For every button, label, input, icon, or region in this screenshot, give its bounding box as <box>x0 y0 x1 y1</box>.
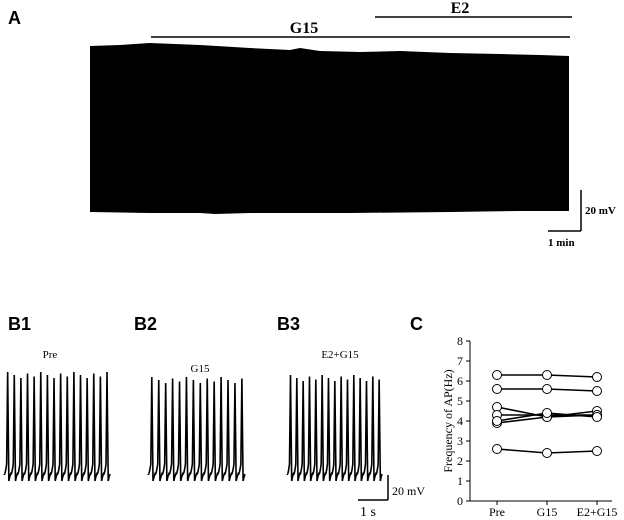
y-tick-label: 3 <box>457 434 463 448</box>
panel-label-b1: B1 <box>8 314 31 334</box>
b3-spike-trace <box>286 374 383 482</box>
y-tick-label: 2 <box>457 454 463 468</box>
long-recording-trace <box>90 43 569 214</box>
panel-label-b3: B3 <box>277 314 300 334</box>
e2-bar-label: E2 <box>451 0 470 17</box>
frequency-chart: 0 1 2 3 4 5 6 7 8 Pre G15 E2+G15 Frequency of AP(Hz) <box>441 334 617 519</box>
panel-label-c: C <box>410 314 423 334</box>
b1-spike-trace <box>3 371 111 482</box>
b1-condition-label: Pre <box>43 349 58 361</box>
b2-condition-label: G15 <box>191 363 210 375</box>
data-point <box>542 448 552 458</box>
data-point <box>592 412 602 422</box>
x-tick-label: Pre <box>489 505 505 519</box>
x-tick-label: E2+G15 <box>577 505 618 519</box>
spike-trace-path <box>286 374 383 482</box>
spike-trace-path <box>147 376 246 482</box>
scale-label-20mv-a: 20 mV <box>585 205 616 217</box>
b3-condition-label: E2+G15 <box>321 349 359 361</box>
y-axis-label: Frequency of AP(Hz) <box>441 369 455 472</box>
scale-label-20mv-b: 20 mV <box>392 484 425 498</box>
y-tick-label: 6 <box>457 374 463 388</box>
y-tick-label: 7 <box>457 354 463 368</box>
data-point <box>542 408 552 418</box>
y-tick-label: 5 <box>457 394 463 408</box>
x-tick-label: G15 <box>537 505 558 519</box>
data-point <box>592 446 602 456</box>
data-point <box>592 372 602 382</box>
data-point <box>492 384 502 394</box>
b2-spike-trace <box>147 376 246 482</box>
data-point <box>492 444 502 454</box>
y-tick-label: 8 <box>457 334 463 348</box>
y-tick-label: 0 <box>457 494 463 508</box>
scale-label-1s: 1 s <box>360 505 376 520</box>
data-point <box>592 386 602 396</box>
y-tick-label: 1 <box>457 474 463 488</box>
g15-bar-label: G15 <box>290 20 318 37</box>
panel-label-a: A <box>8 8 21 28</box>
data-point <box>542 370 552 380</box>
data-point <box>492 370 502 380</box>
scale-label-1min: 1 min <box>548 237 575 249</box>
spike-trace-path <box>3 371 111 482</box>
panel-label-b2: B2 <box>134 314 157 334</box>
y-tick-label: 4 <box>457 414 463 428</box>
data-point <box>492 416 502 426</box>
data-point <box>542 384 552 394</box>
